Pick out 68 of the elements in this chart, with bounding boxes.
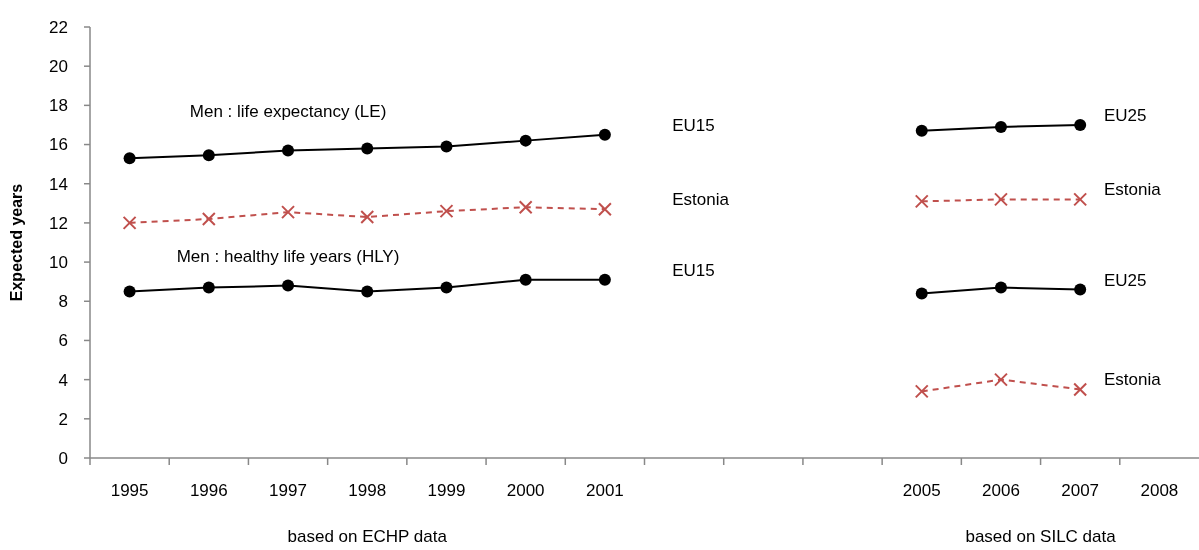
point [1074, 118, 1087, 131]
point [123, 285, 136, 298]
point [282, 144, 295, 157]
y-tick-label: 10 [49, 253, 68, 273]
point [361, 142, 374, 155]
x-tick-label: 1995 [110, 481, 149, 500]
point [519, 134, 532, 147]
point [598, 273, 611, 286]
series-label: Estonia [1103, 180, 1162, 200]
point [202, 281, 215, 294]
point [201, 211, 216, 226]
point [123, 152, 136, 165]
point [914, 194, 929, 209]
series-label: EU25 [1103, 105, 1147, 125]
annotation: Men : life expectancy (LE) [189, 101, 387, 121]
y-tick-label: 22 [49, 17, 68, 37]
series-label: EU25 [1103, 270, 1147, 290]
x-tick-label: 1997 [269, 481, 307, 500]
x-tick-label: 2001 [585, 481, 624, 500]
x-tick-label: 1999 [427, 481, 466, 500]
point [1073, 382, 1088, 397]
point [440, 140, 453, 153]
x-tick-label: 1996 [189, 481, 228, 500]
y-tick-label: 14 [49, 174, 68, 194]
text: EU15 [672, 115, 715, 135]
point [915, 287, 928, 300]
x-tick-label: 2006 [982, 481, 1020, 500]
y-tick-label: 2 [58, 409, 68, 429]
x-tick-label: 2008 [1140, 481, 1179, 500]
point [281, 205, 296, 220]
y-tick-label: 12 [49, 213, 68, 233]
y-tick-label: 8 [58, 292, 68, 312]
point [994, 120, 1007, 133]
y-tick-label: 6 [58, 331, 68, 351]
y-tick-label: 16 [49, 135, 68, 155]
point [1074, 283, 1087, 296]
y-tick-label: 0 [58, 448, 68, 468]
x-tick-label: 2007 [1061, 481, 1100, 500]
annotation: Men : healthy life years (HLY) [176, 246, 400, 266]
text: EU15 [672, 260, 715, 280]
point [519, 273, 532, 286]
point [122, 215, 137, 230]
point [597, 202, 612, 217]
text: based on SILC data [965, 527, 1117, 546]
point [993, 372, 1008, 387]
point [439, 204, 454, 219]
point [518, 200, 533, 215]
point [360, 210, 375, 225]
point [994, 281, 1007, 294]
y-tick-label: 20 [49, 57, 68, 77]
x-tick-label: 2005 [902, 481, 941, 500]
y-tick-label: 18 [49, 96, 68, 116]
y-tick-label: 4 [58, 370, 68, 390]
point [915, 124, 928, 137]
x-tick-label: 2000 [506, 481, 545, 500]
text: Estonia [672, 190, 730, 210]
point [993, 192, 1008, 207]
series-label: Estonia [1103, 370, 1162, 390]
point [440, 281, 453, 294]
x-tick-label: 1998 [348, 481, 387, 500]
point [361, 285, 374, 298]
point [202, 149, 215, 162]
y-axis-title: Expected years [8, 183, 25, 302]
point [282, 279, 295, 292]
text: based on ECHP data [287, 527, 448, 546]
point [914, 384, 929, 399]
point [1073, 192, 1088, 207]
point [598, 128, 611, 141]
